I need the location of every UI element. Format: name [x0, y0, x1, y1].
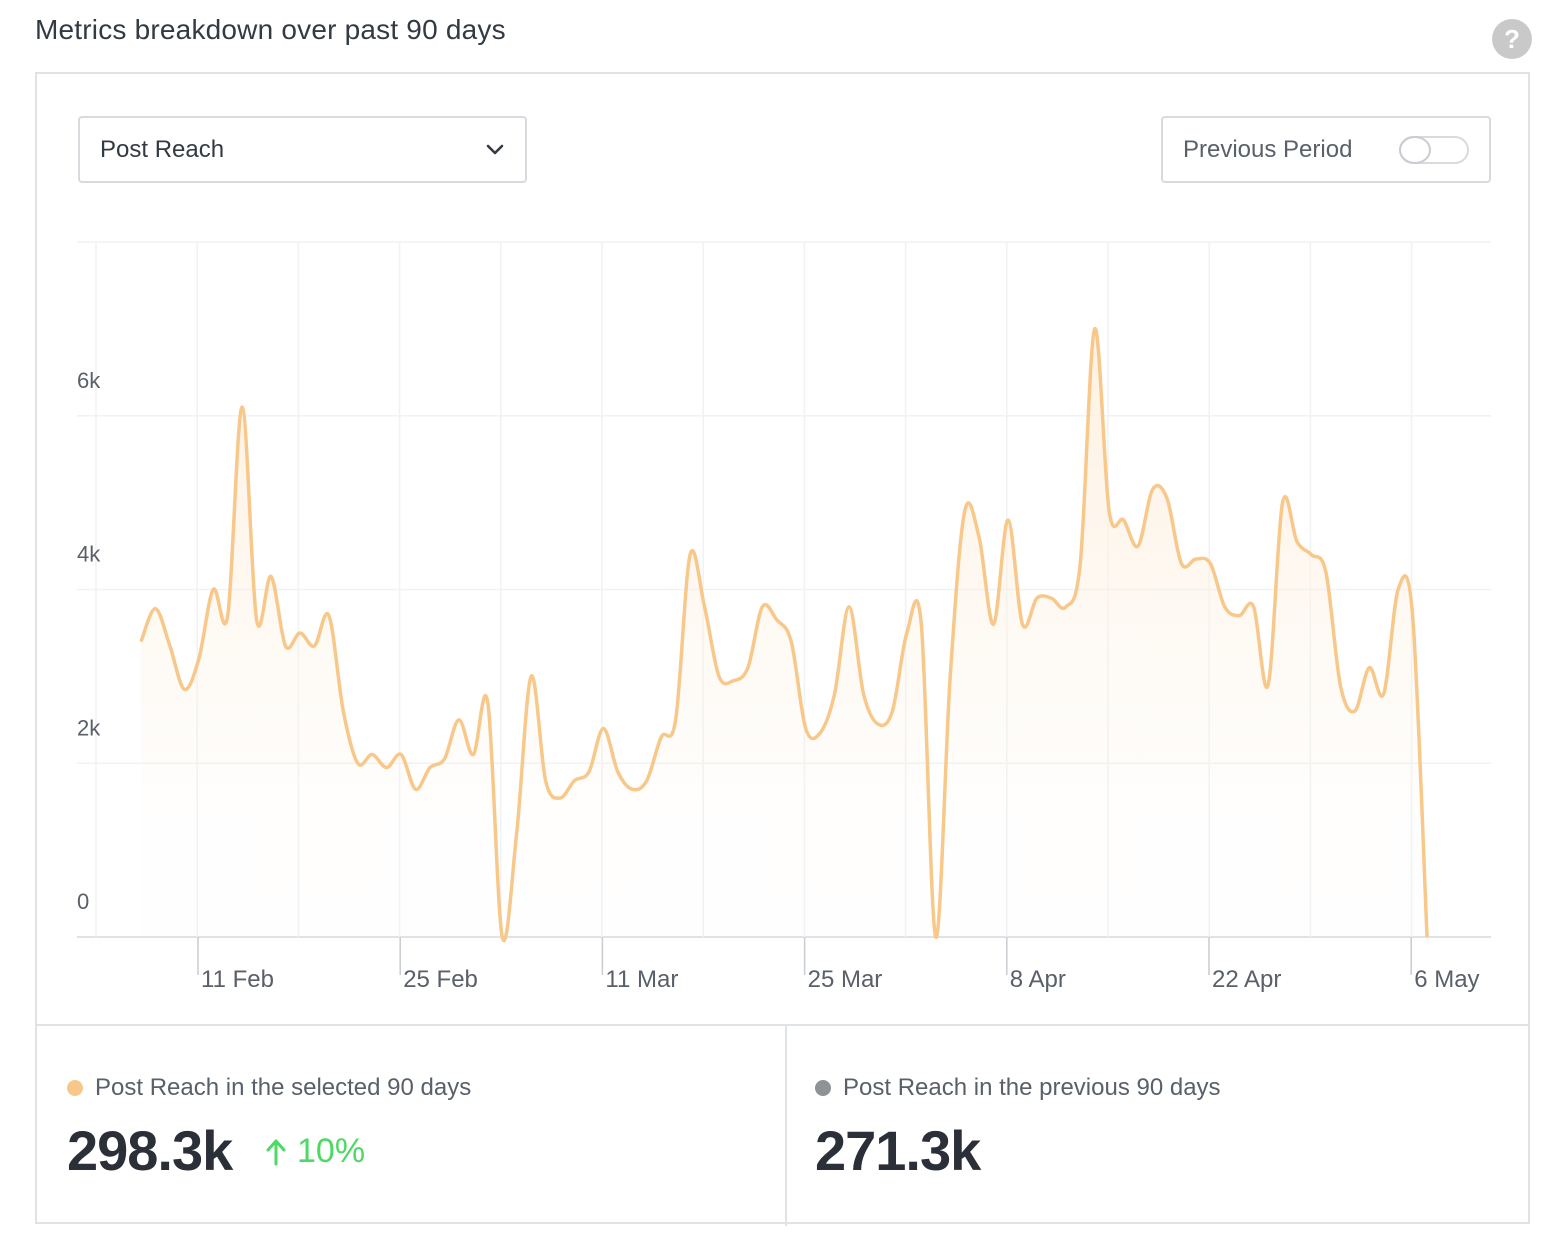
current-summary-value: 298.3k — [67, 1119, 233, 1182]
change-percent: 10% — [297, 1132, 366, 1170]
x-axis: 11 Feb 25 Feb 11 Mar 25 Mar 8 Apr 22 Apr 6 May — [197, 937, 1480, 993]
x-tick-label: 11 Mar — [605, 966, 678, 993]
y-tick-label: 0 — [77, 889, 89, 914]
x-tick-label: 6 May — [1414, 966, 1479, 993]
post-reach-chart: 0 2k 4k 6k 11 Feb 25 Feb 11 Mar 25 Mar 8 Apr 22 … — [77, 241, 1491, 993]
previous-period-label: Previous Period — [1183, 135, 1353, 163]
previous-summary-value: 271.3k — [815, 1119, 981, 1182]
current-summary-label: Post Reach in the selected 90 days — [95, 1074, 472, 1101]
current-series-dot — [67, 1080, 83, 1096]
x-tick-label: 25 Mar — [808, 966, 883, 993]
previous-series-dot — [815, 1080, 831, 1096]
x-tick-label: 22 Apr — [1212, 966, 1281, 993]
previous-period-control: Previous Period — [1161, 116, 1491, 183]
previous-period-toggle[interactable] — [1399, 135, 1469, 164]
y-tick-label: 6k — [77, 368, 101, 393]
help-button[interactable]: ? — [1492, 19, 1532, 59]
summary-previous: Post Reach in the previous 90 days 271.3… — [787, 1026, 1528, 1226]
previous-summary-label: Post Reach in the previous 90 days — [843, 1074, 1221, 1101]
metric-dropdown[interactable]: Post Reach — [78, 116, 527, 183]
chevron-down-icon — [486, 144, 504, 154]
page-title: Metrics breakdown over past 90 days — [35, 14, 506, 45]
help-icon: ? — [1504, 23, 1520, 54]
summary-panel: Post Reach in the selected 90 days 298.3… — [37, 1024, 1528, 1226]
change-indicator: 10% — [265, 1132, 365, 1171]
series-line-post-reach — [139, 327, 1429, 942]
x-tick-label: 25 Feb — [403, 966, 478, 993]
x-tick-label: 8 Apr — [1010, 966, 1066, 993]
metrics-card: 0 2k 4k 6k 11 Feb 25 Feb 11 Mar 25 Mar 8 Apr 22 … — [35, 72, 1530, 1226]
y-axis: 0 2k 4k 6k — [77, 368, 101, 914]
x-tick-label: 11 Feb — [201, 966, 274, 993]
toggle-knob — [1399, 135, 1431, 164]
arrow-up-icon — [266, 1139, 286, 1165]
y-tick-label: 2k — [77, 715, 101, 740]
summary-current: Post Reach in the selected 90 days 298.3… — [37, 1026, 787, 1226]
metric-dropdown-value: Post Reach — [100, 135, 225, 163]
y-tick-label: 4k — [77, 542, 101, 567]
